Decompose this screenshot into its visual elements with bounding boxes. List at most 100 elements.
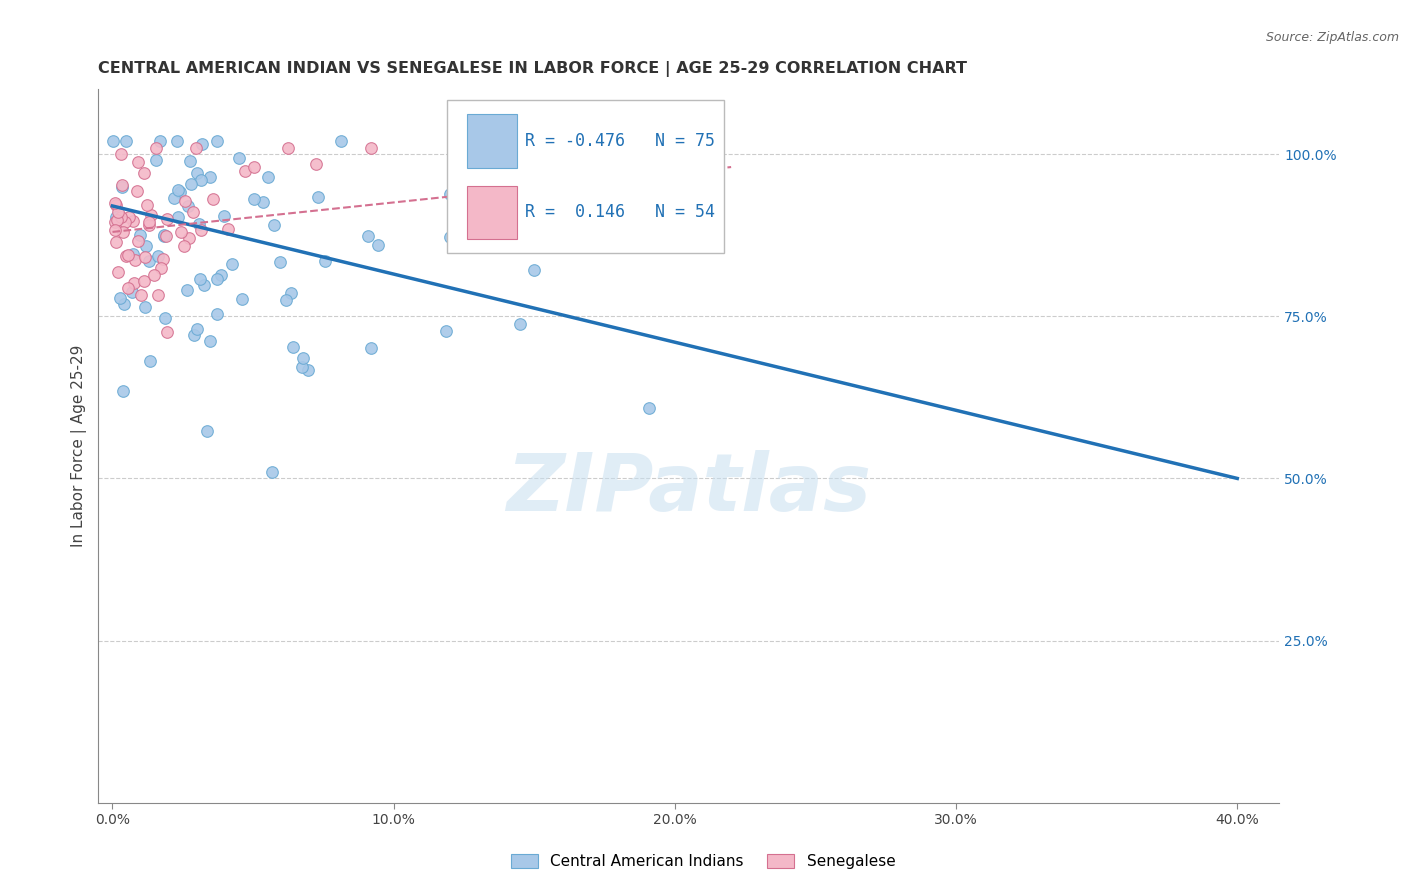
FancyBboxPatch shape (447, 100, 724, 253)
Point (115, 249, 138, 263)
Point (205, 272, 228, 286)
Point (291, 351, 314, 365)
Point (105, 213, 128, 227)
Point (112, 225, 135, 239)
FancyBboxPatch shape (467, 114, 516, 168)
Point (439, 186, 461, 201)
Point (360, 140, 382, 154)
Point (200, 334, 222, 348)
Point (205, 307, 228, 321)
Point (252, 194, 274, 209)
Point (127, 184, 149, 198)
Point (198, 169, 221, 184)
Point (167, 210, 190, 224)
Point (263, 218, 285, 232)
Point (117, 248, 139, 262)
Point (434, 325, 457, 339)
Point (280, 285, 302, 300)
Point (114, 215, 136, 229)
Point (136, 197, 159, 211)
Point (153, 228, 176, 243)
Point (269, 254, 291, 268)
Point (314, 254, 336, 268)
Point (101, 134, 124, 148)
Point (190, 223, 212, 237)
Point (276, 293, 298, 307)
Point (139, 354, 162, 368)
Point (231, 293, 253, 307)
Point (180, 178, 202, 192)
Point (149, 134, 172, 148)
Point (127, 234, 149, 248)
Point (233, 163, 256, 178)
Point (177, 199, 200, 213)
Text: ZIPatlas: ZIPatlas (506, 450, 872, 528)
Point (121, 285, 143, 299)
Point (107, 265, 129, 279)
Point (170, 225, 193, 239)
Point (156, 211, 179, 226)
Point (127, 155, 149, 169)
Point (138, 218, 160, 232)
Point (155, 229, 177, 244)
Point (146, 249, 169, 263)
Point (104, 196, 127, 211)
Point (146, 287, 169, 301)
Point (307, 190, 329, 204)
Point (105, 235, 128, 249)
Point (111, 179, 134, 194)
Point (145, 153, 167, 167)
Point (115, 134, 138, 148)
FancyBboxPatch shape (467, 186, 516, 239)
Point (139, 208, 162, 222)
Text: CENTRAL AMERICAN INDIAN VS SENEGALESE IN LABOR FORCE | AGE 25-29 CORRELATION CHA: CENTRAL AMERICAN INDIAN VS SENEGALESE IN… (98, 61, 967, 77)
Point (188, 272, 211, 286)
Point (152, 252, 174, 266)
Point (105, 210, 128, 224)
Point (173, 239, 195, 253)
Point (163, 190, 186, 204)
Point (124, 252, 146, 267)
Point (122, 276, 145, 290)
Point (134, 300, 156, 314)
Point (360, 341, 382, 355)
Point (110, 211, 132, 225)
Point (111, 384, 134, 399)
Point (104, 198, 127, 212)
Point (156, 325, 179, 339)
Point (110, 147, 132, 161)
Point (257, 169, 280, 184)
Point (129, 288, 152, 302)
Point (509, 318, 531, 332)
Point (214, 209, 236, 223)
Point (186, 322, 208, 336)
Point (183, 328, 205, 343)
Point (129, 227, 152, 242)
Point (205, 134, 228, 148)
Point (121, 214, 143, 228)
Point (155, 311, 177, 326)
Text: R =  0.146   N = 54: R = 0.146 N = 54 (524, 203, 714, 221)
Point (638, 401, 661, 416)
Point (135, 239, 157, 253)
Point (191, 136, 214, 151)
Point (367, 238, 389, 252)
Point (153, 229, 176, 244)
Point (187, 217, 209, 231)
Point (283, 340, 305, 354)
Point (134, 274, 156, 288)
Point (118, 210, 141, 224)
Point (112, 297, 135, 311)
Point (262, 465, 284, 479)
Point (184, 141, 207, 155)
Point (217, 222, 239, 236)
Point (145, 140, 167, 154)
Point (104, 215, 127, 229)
Point (357, 229, 380, 244)
Point (134, 250, 156, 264)
Point (108, 291, 131, 305)
Point (277, 140, 299, 154)
Point (173, 194, 195, 208)
Point (117, 281, 139, 295)
Point (523, 262, 546, 277)
